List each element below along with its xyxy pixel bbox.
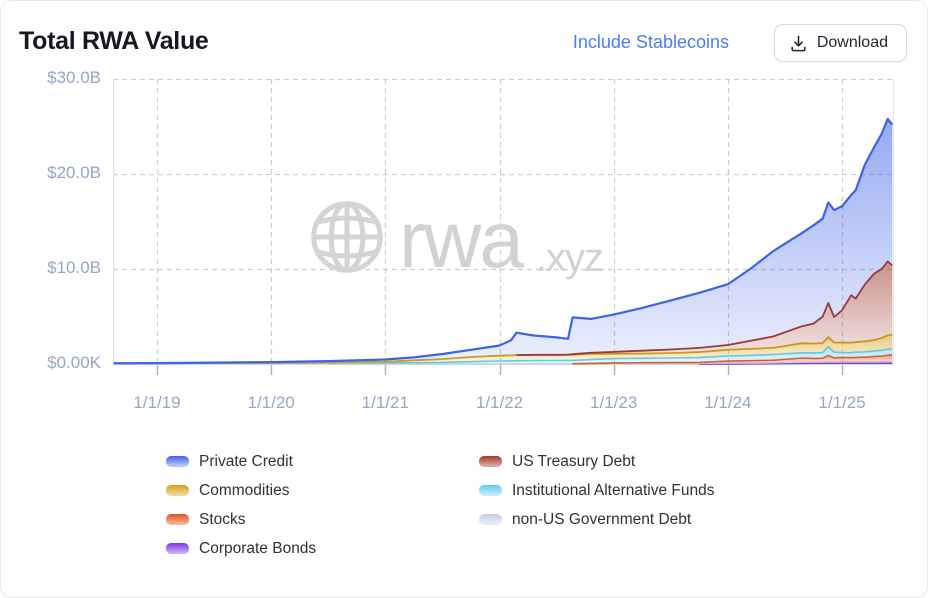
legend-column-1: Private Credit Commodities Stocks Corporate…: [166, 447, 316, 563]
legend-label: Corporate Bonds: [199, 539, 317, 557]
legend-label: Stocks: [199, 510, 246, 528]
stacked-area-chart[interactable]: [112, 78, 895, 376]
download-icon: [789, 34, 808, 53]
x-axis-tick-label: 1/1/19: [133, 393, 181, 412]
legend-swatch: [166, 485, 189, 496]
download-button-label: Download: [816, 34, 888, 51]
legend-swatch: [166, 543, 189, 554]
include-stablecoins-link[interactable]: Include Stablecoins: [572, 32, 729, 52]
legend-label: non-US Government Debt: [512, 510, 692, 528]
legend-item-us-treasury-debt[interactable]: US Treasury Debt: [479, 447, 714, 476]
chart-plot-area[interactable]: [112, 78, 895, 376]
x-axis-tick-label: 1/1/23: [590, 393, 638, 412]
legend-swatch: [479, 485, 502, 496]
legend-swatch: [479, 456, 502, 467]
legend-item-stocks[interactable]: Stocks: [166, 505, 316, 534]
legend-item-private-credit[interactable]: Private Credit: [166, 447, 316, 476]
legend-label: Institutional Alternative Funds: [512, 481, 715, 499]
y-axis-tick-label: $10.0B: [47, 258, 101, 277]
legend-item-commodities[interactable]: Commodities: [166, 476, 316, 505]
x-axis-tick-label: 1/1/24: [704, 393, 752, 412]
y-axis-tick-label: $30.0B: [47, 68, 101, 87]
y-axis-tick-label: $0.00K: [47, 353, 101, 372]
legend-swatch: [479, 514, 502, 525]
legend-swatch: [166, 456, 189, 467]
legend-swatch: [166, 514, 189, 525]
legend-column-2: US Treasury Debt Institutional Alternativ…: [479, 447, 714, 534]
page-title: Total RWA Value: [19, 27, 209, 55]
x-axis-tick-label: 1/1/22: [475, 393, 524, 412]
x-axis-tick-label: 1/1/21: [361, 393, 409, 412]
legend-item-non-us-government-debt[interactable]: non-US Government Debt: [479, 505, 714, 534]
legend-label: US Treasury Debt: [512, 452, 636, 470]
legend-label: Commodities: [199, 481, 290, 499]
legend-label: Private Credit: [199, 452, 293, 470]
legend-item-institutional-alternative-funds[interactable]: Institutional Alternative Funds: [479, 476, 714, 505]
download-button[interactable]: Download: [773, 24, 907, 62]
y-axis-tick-label: $20.0B: [47, 163, 101, 182]
x-axis-tick-label: 1/1/20: [247, 393, 295, 412]
legend-item-corporate-bonds[interactable]: Corporate Bonds: [166, 534, 316, 563]
x-axis-tick-label: 1/1/25: [818, 393, 866, 412]
